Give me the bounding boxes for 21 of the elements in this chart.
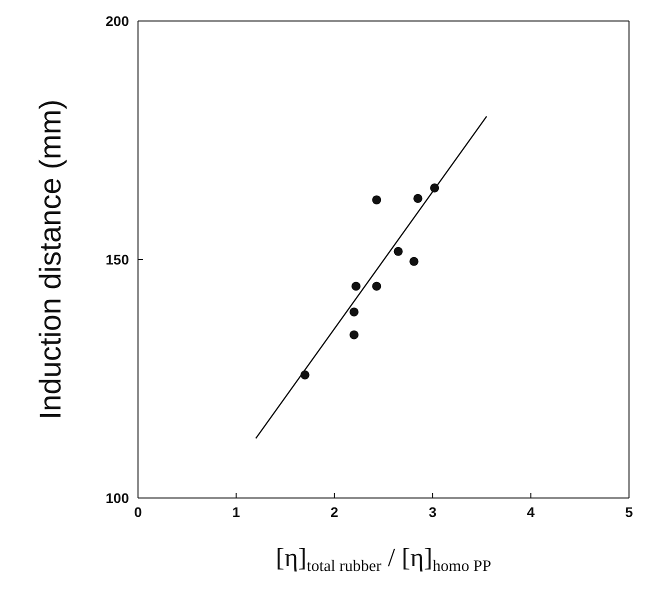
y-tick-label: 100 xyxy=(106,490,130,506)
x-tick-label: 4 xyxy=(526,504,535,520)
x-tick-label: 3 xyxy=(428,504,437,520)
point xyxy=(351,282,361,291)
x-tick-label: 1 xyxy=(232,504,240,520)
point xyxy=(372,195,382,204)
point xyxy=(430,183,440,192)
y-tick-label: 150 xyxy=(106,251,130,268)
point xyxy=(409,256,418,266)
point xyxy=(350,330,359,340)
x-tick-label: 0 xyxy=(134,504,142,520)
point xyxy=(350,307,359,316)
x-tick-label: 2 xyxy=(330,504,338,520)
y-tick-label: 200 xyxy=(106,12,130,29)
point xyxy=(413,194,422,203)
x-tick-label: 5 xyxy=(625,504,634,520)
point xyxy=(300,370,310,380)
point xyxy=(372,282,382,291)
y-axis-title: Induction distance (mm) xyxy=(34,99,68,420)
x-axis-title: [η]$_{total rubber}$ / [η]$_{homo PP}$ xyxy=(276,543,492,575)
point xyxy=(394,246,403,256)
